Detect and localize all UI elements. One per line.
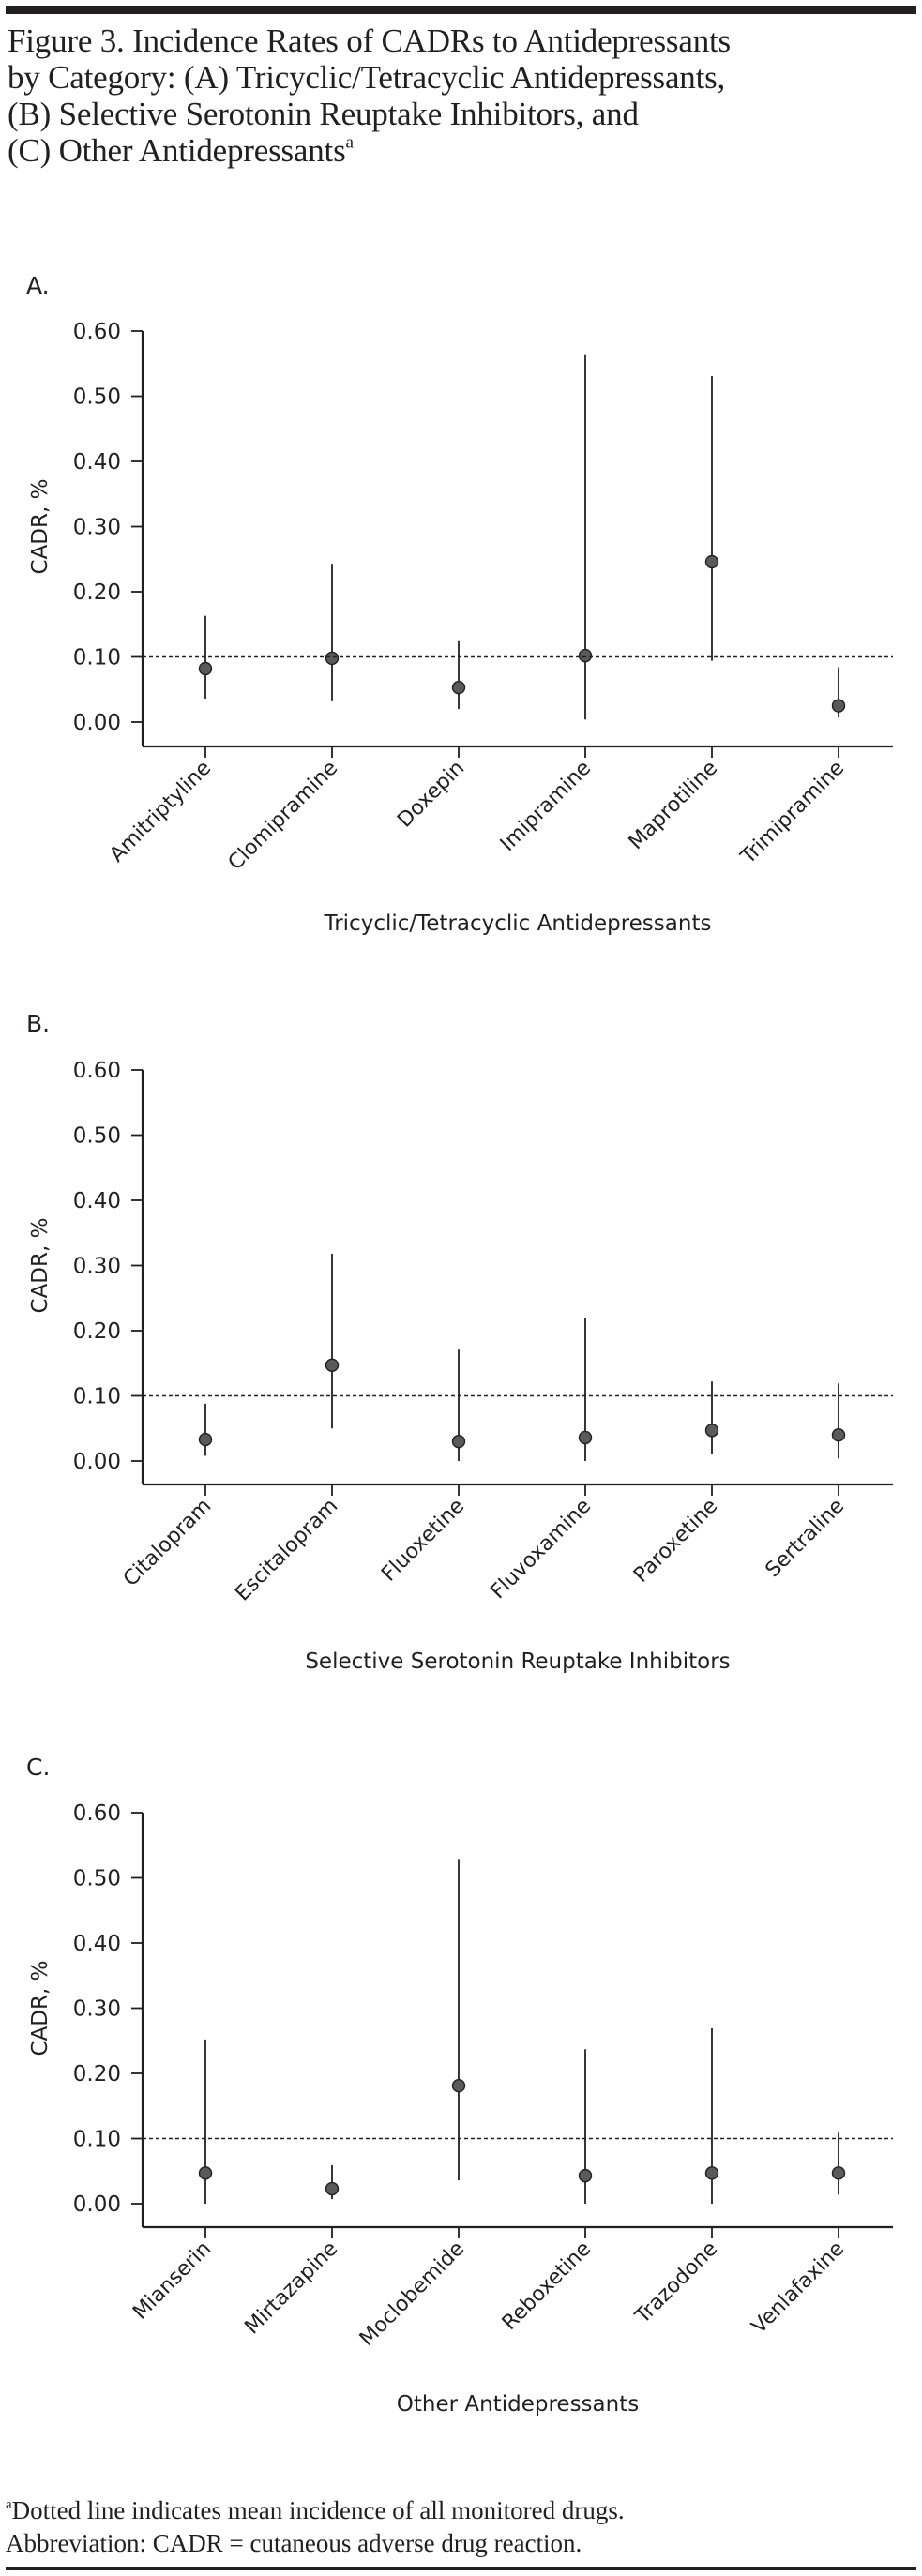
panel-c-y-axis-title: CADR, % — [28, 1961, 53, 2056]
panel-b-x-labels: Citalopram Escitalopram Fluoxetine Fluvoxam… — [119, 1484, 849, 1605]
figure-title: Figure 3. Incidence Rates of CADRs to An… — [8, 23, 908, 169]
panel-c: C. CADR, % Other Antidepressants 0.00 0.1… — [26, 1754, 893, 2417]
panel-a-x-tick-label: Trimipramine — [736, 757, 850, 870]
panel-a-y-tick-label: 0.10 — [73, 646, 121, 670]
panel-c-y-tick-label: 0.60 — [73, 1801, 121, 1826]
panel-a-y-tick-label: 0.30 — [73, 516, 121, 540]
panel-b-x-tick-label: Citalopram — [119, 1495, 216, 1591]
panel-a-label: A. — [26, 272, 50, 299]
panel-b-y-tick-label: 0.00 — [73, 1450, 121, 1474]
figure-title-line-2: by Category: (A) Tricyclic/Tetracyclic A… — [8, 59, 726, 96]
panel-c-y-tick-label: 0.20 — [73, 2062, 121, 2086]
panel-c-marks — [198, 1859, 846, 2204]
panel-a-point-estimate — [704, 554, 719, 569]
figure-title-line-1: Figure 3. Incidence Rates of CADRs to An… — [8, 23, 731, 59]
panel-a-point-estimate — [831, 699, 846, 713]
panel-c-y-tick-label: 0.30 — [73, 1997, 121, 2022]
footnote-line-1-text: Dotted line indicates mean incidence of … — [11, 2496, 625, 2524]
panel-b-x-tick-label: Paroxetine — [629, 1495, 722, 1588]
panel-a-marks — [198, 354, 846, 720]
panel-b-marks — [198, 1253, 846, 1461]
footnote-line-2: Abbreviation: CADR = cutaneous adverse d… — [6, 2529, 582, 2557]
panel-b-y-tick-label: 0.10 — [73, 1385, 121, 1409]
panel-b-label: B. — [26, 1010, 50, 1037]
footnote-marker: a — [345, 132, 354, 153]
panel-b-x-tick-label: Sertraline — [762, 1495, 850, 1583]
panel-c-point-estimate — [198, 2166, 213, 2180]
panel-c-x-tick-label: Reboxetine — [498, 2237, 596, 2335]
panel-b-point-estimate — [325, 1358, 340, 1373]
panel-c-point-estimate — [451, 2079, 466, 2093]
top-rule — [6, 6, 916, 14]
panel-b-x-axis-title: Selective Serotonin Reuptake Inhibitors — [305, 1650, 730, 1674]
panel-a-x-tick-label: Clomipramine — [224, 757, 343, 876]
figure-title-line-4-text: (C) Other Antidepressants — [8, 132, 346, 169]
panel-b-point-estimate — [704, 1424, 719, 1438]
panel-b-y-tick-label: 0.60 — [73, 1059, 121, 1083]
panel-b-point-estimate — [831, 1427, 846, 1442]
panel-c-x-tick-label: Mirtazapine — [240, 2237, 342, 2340]
panel-a-x-tick-label: Amitriptyline — [105, 757, 216, 867]
panel-a-point-estimate — [325, 651, 340, 666]
panel-a-x-tick-label: Maprotiline — [625, 757, 723, 855]
panel-c-point-estimate — [325, 2181, 340, 2196]
panel-b: B. CADR, % Selective Serotonin Reuptake … — [26, 1010, 893, 1674]
panel-c-y-ticks: 0.00 0.10 0.20 0.30 0.40 0.50 0.60 — [73, 1801, 143, 2217]
panel-a-y-ticks: 0.00 0.10 0.20 0.30 0.40 0.50 0.60 — [73, 320, 143, 735]
panel-b-x-tick-label: Fluvoxamine — [487, 1495, 597, 1604]
panel-a-x-labels: Amitriptyline Clomipramine Doxepin Imiprami… — [105, 746, 849, 875]
panel-a-x-tick-label: Imipramine — [496, 757, 596, 856]
panel-c-point-estimate — [578, 2168, 593, 2183]
footnote-line-1: aDotted line indicates mean incidence of… — [6, 2494, 915, 2527]
panel-c-y-tick-label: 0.00 — [73, 2192, 121, 2217]
panel-b-y-tick-label: 0.30 — [73, 1255, 121, 1279]
panel-a: A. CADR, % Tricyclic/Tetracyclic Antidep… — [26, 272, 893, 936]
panel-a-y-tick-label: 0.50 — [73, 385, 121, 410]
panel-b-y-axis-title: CADR, % — [28, 1218, 53, 1314]
figure-title-line-3: (B) Selective Serotonin Reuptake Inhibit… — [8, 96, 639, 132]
panel-c-label: C. — [26, 1754, 50, 1781]
footnote-marker: a — [6, 2496, 12, 2512]
panel-a-x-axis-title: Tricyclic/Tetracyclic Antidepressants — [324, 911, 712, 936]
panel-c-x-tick-label: Moclobemide — [355, 2237, 469, 2351]
panel-c-y-tick-label: 0.50 — [73, 1867, 121, 1891]
panel-b-y-tick-label: 0.40 — [73, 1189, 121, 1213]
panel-a-y-axis-title: CADR, % — [28, 479, 53, 575]
panel-a-point-estimate — [578, 648, 593, 663]
panel-c-x-tick-label: Venlafaxine — [748, 2237, 849, 2339]
panel-a-y-tick-label: 0.00 — [73, 711, 121, 735]
panel-a-point-estimate — [451, 680, 466, 695]
panel-a-point-estimate — [198, 661, 213, 676]
panel-b-point-estimate — [198, 1432, 213, 1447]
panel-b-y-tick-label: 0.50 — [73, 1124, 121, 1149]
panel-c-x-axis-title: Other Antidepressants — [397, 2392, 639, 2417]
panel-a-y-tick-label: 0.60 — [73, 320, 121, 344]
panel-b-x-tick-label: Fluoxetine — [377, 1495, 469, 1587]
panel-c-x-tick-label: Trazodone — [630, 2237, 722, 2329]
panel-b-point-estimate — [578, 1430, 593, 1445]
panel-a-y-tick-label: 0.20 — [73, 580, 121, 605]
panel-b-x-tick-label: Escitalopram — [231, 1495, 342, 1606]
bottom-rule — [6, 2567, 916, 2570]
panel-c-point-estimate — [704, 2166, 719, 2180]
panel-b-y-tick-label: 0.20 — [73, 1319, 121, 1344]
panel-c-y-tick-label: 0.40 — [73, 1932, 121, 1956]
panel-c-x-labels: Mianserin Mirtazapine Moclobemide Reboxetin… — [128, 2227, 849, 2351]
panel-c-y-tick-label: 0.10 — [73, 2128, 121, 2152]
panel-c-point-estimate — [831, 2166, 846, 2180]
panel-b-point-estimate — [451, 1434, 466, 1449]
panel-c-x-tick-label: Mianserin — [128, 2237, 216, 2325]
panel-b-y-ticks: 0.00 0.10 0.20 0.30 0.40 0.50 0.60 — [73, 1059, 143, 1474]
panel-a-x-tick-label: Doxepin — [393, 757, 469, 833]
figure-title-line-4: (C) Other Antidepressantsa — [8, 132, 908, 169]
figure-footnote: aDotted line indicates mean incidence of… — [6, 2494, 915, 2560]
panel-a-y-tick-label: 0.40 — [73, 450, 121, 475]
